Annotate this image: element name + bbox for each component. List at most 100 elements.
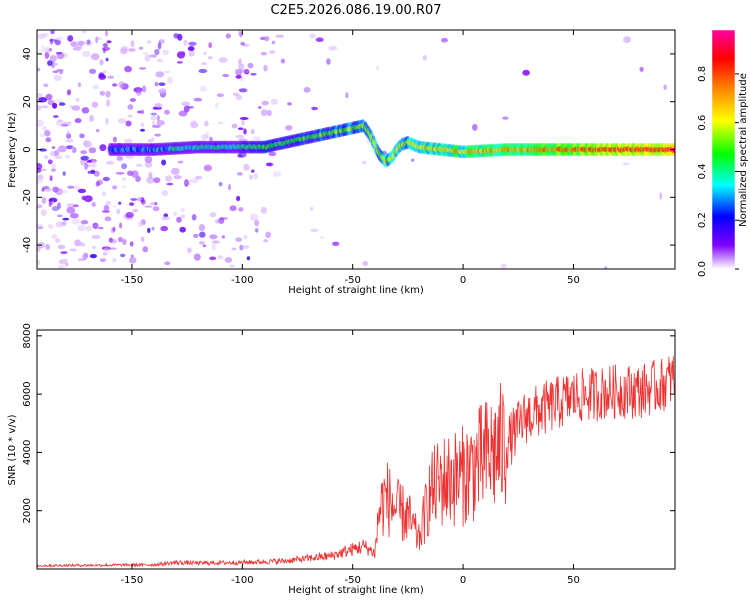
heatmap-speckle <box>198 224 206 232</box>
heatmap-speckle <box>167 76 174 84</box>
heatmap-speckle <box>47 224 54 229</box>
heatmap-speckle <box>112 83 118 87</box>
heatmap-speckle <box>93 170 100 177</box>
heatmap-speckle <box>411 158 415 162</box>
heatmap-speckle <box>147 139 153 143</box>
heatmap-speckle <box>108 237 113 243</box>
x-tick-label: -50 <box>345 575 361 586</box>
heatmap-speckle <box>253 173 258 180</box>
heatmap-speckle <box>51 234 58 240</box>
heatmap-speckle <box>160 225 169 232</box>
heatmap-speckle <box>122 238 127 246</box>
heatmap-speckle <box>49 38 54 45</box>
heatmap-speckle <box>55 238 61 243</box>
snr-line <box>37 356 675 569</box>
heatmap-speckle <box>238 88 248 93</box>
heatmap-speckle <box>156 58 164 63</box>
heatmap-speckle <box>47 159 53 165</box>
heatmap-speckle <box>48 201 52 207</box>
heatmap-speckle <box>127 170 134 176</box>
heatmap-speckle <box>91 202 96 207</box>
heatmap-speckle <box>65 138 74 143</box>
heatmap-speckle <box>235 94 243 101</box>
heatmap-speckle <box>53 74 62 82</box>
heatmap-speckle <box>37 105 42 111</box>
heatmap-speckle <box>80 150 88 155</box>
heatmap-speckle <box>251 169 255 173</box>
heatmap-speckle <box>106 40 112 44</box>
heatmap-speckle <box>77 82 82 88</box>
heatmap-speckle <box>73 185 81 190</box>
heatmap-speckle <box>345 92 349 99</box>
heatmap-speckle <box>67 185 75 189</box>
heatmap-speckle <box>127 114 133 118</box>
heatmap-speckle <box>41 45 46 53</box>
heatmap-speckle <box>154 48 160 56</box>
heatmap-speckle <box>74 239 81 247</box>
heatmap-speckle <box>268 151 277 157</box>
colorbar-tick-label: 0.6 <box>697 115 708 131</box>
heatmap-speckle <box>121 177 126 181</box>
heatmap-speckle <box>57 145 67 153</box>
heatmap-speckle <box>234 68 244 73</box>
heatmap-speckle <box>84 162 88 170</box>
heatmap-speckle <box>95 181 101 187</box>
heatmap-speckle <box>67 35 74 42</box>
heatmap-speckle <box>42 185 50 190</box>
heatmap-speckle <box>45 137 52 143</box>
heatmap-speckle <box>257 106 262 109</box>
heatmap-speckle <box>61 190 68 194</box>
ridge-core <box>672 147 675 153</box>
heatmap-speckle <box>103 204 110 212</box>
heatmap-speckle <box>44 154 49 160</box>
heatmap-speckle <box>263 239 269 243</box>
heatmap-speckle <box>164 109 170 115</box>
heatmap-speckle <box>38 168 47 172</box>
heatmap-speckle <box>203 164 213 172</box>
heatmap-speckle <box>105 90 111 98</box>
heatmap-speckle <box>156 120 165 126</box>
heatmap-speckle <box>215 219 220 224</box>
heatmap-speckle <box>105 57 109 62</box>
heatmap-speckle <box>48 197 58 203</box>
colorbar-tick-label: 0.2 <box>697 212 708 228</box>
y-tick-label: 6000 <box>22 381 33 406</box>
heatmap-speckle <box>42 32 49 37</box>
heatmap-speckle <box>153 177 161 184</box>
heatmap-speckle <box>57 119 62 122</box>
heatmap-speckle <box>303 86 311 93</box>
heatmap-speckle <box>85 225 93 232</box>
heatmap-speckle <box>118 81 125 89</box>
heatmap-speckle <box>216 93 224 97</box>
heatmap-speckle <box>151 124 161 128</box>
heatmap-speckle <box>90 169 96 174</box>
heatmap-speckle <box>362 260 369 267</box>
heatmap-speckle <box>187 46 195 52</box>
heatmap-speckle <box>183 180 191 186</box>
heatmap-speckle <box>201 134 209 140</box>
y-tick-label: 0 <box>22 146 33 152</box>
heatmap-speckle <box>75 97 80 102</box>
heatmap-speckle <box>41 187 45 192</box>
colorbar-tick-label: 0.8 <box>697 66 708 82</box>
heatmap-speckle <box>246 256 251 261</box>
heatmap-speckle <box>50 30 55 35</box>
heatmap-speckle <box>147 40 152 44</box>
heatmap-speckle <box>231 247 237 251</box>
heatmap-speckle <box>148 171 153 179</box>
heatmap-speckle <box>332 241 340 246</box>
heatmap-speckle <box>319 236 325 240</box>
heatmap-speckle <box>98 72 105 78</box>
heatmap-speckle <box>241 69 250 74</box>
heatmap-speckle <box>663 84 667 90</box>
heatmap-speckle <box>238 152 247 158</box>
heatmap-speckle <box>71 146 75 152</box>
heatmap-speckle <box>92 84 99 90</box>
heatmap-speckle <box>243 163 250 171</box>
x-tick-label: 0 <box>460 275 466 286</box>
heatmap-speckle <box>42 126 47 132</box>
heatmap-speckle <box>54 99 63 103</box>
heatmap-speckle <box>229 264 235 268</box>
heatmap-speckle <box>152 206 160 212</box>
heatmap-speckle <box>53 115 59 118</box>
